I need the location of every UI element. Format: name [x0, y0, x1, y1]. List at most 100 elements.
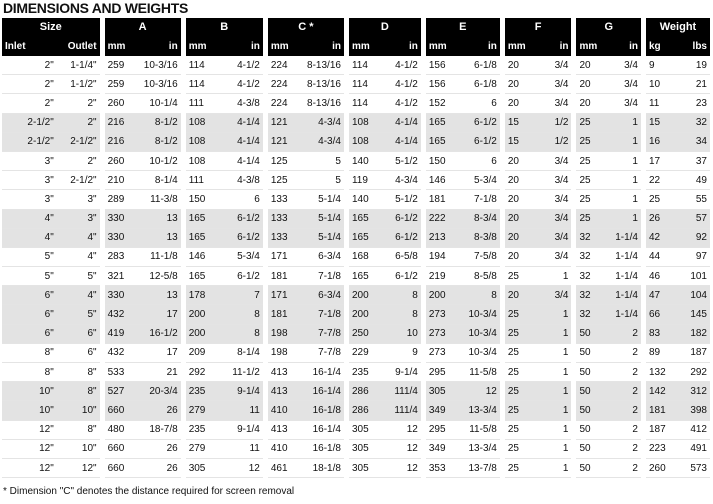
table-cell: 9-1/4: [382, 362, 424, 383]
table-cell: 4-1/2: [214, 74, 266, 95]
table-cell: 181: [262, 266, 301, 287]
table-cell: 2": [2, 93, 57, 114]
table-cell: 165: [180, 266, 215, 287]
table-cell: 1: [601, 113, 644, 133]
table-cell: 6: [214, 189, 266, 210]
table-row: 12" 10" 660 26 279 11 410 16-1/8 305 12 349 13-3/4 2…: [2, 439, 710, 459]
table-cell: 1: [527, 324, 574, 344]
table-cell: 259: [99, 74, 134, 95]
table-cell: 480: [99, 420, 134, 440]
table-cell: 1: [527, 400, 574, 421]
table-cell: 18-1/8: [300, 458, 347, 479]
table-cell: 660: [99, 439, 134, 459]
table-cell: 210: [99, 170, 134, 191]
table-cell: 283: [99, 247, 134, 268]
subheader: in: [133, 36, 184, 56]
table-cell: 26: [640, 209, 671, 229]
table-cell: 216: [99, 113, 134, 133]
table-cell: 7-1/8: [458, 189, 503, 210]
table-cell: 7-5/8: [458, 247, 503, 268]
table-cell: 4-3/8: [214, 93, 266, 114]
table-cell: 200: [180, 324, 215, 344]
table-cell: 349: [420, 400, 459, 421]
table-cell: 16: [640, 132, 671, 152]
table-cell: 13: [133, 228, 184, 248]
table-cell: 10-1/2: [133, 151, 184, 172]
table-cell: 8-13/16: [300, 74, 347, 95]
title: DIMENSIONS AND WEIGHTS: [3, 0, 188, 16]
table-cell: 6-1/8: [458, 56, 503, 76]
table-cell: 4-3/8: [214, 170, 266, 191]
table-cell: 349: [420, 439, 459, 459]
table-cell: 12: [458, 381, 503, 402]
table-cell: 5: [300, 170, 347, 191]
table-cell: 171: [262, 285, 301, 306]
table-cell: 10-3/16: [133, 56, 184, 76]
table-cell: 133: [262, 228, 301, 248]
table-cell: 7-1/8: [300, 266, 347, 287]
table-cell: 20: [499, 56, 528, 76]
table-row: 2" 1-1/4" 259 10-3/16 114 4-1/2 224 8-13/16 114 4…: [2, 56, 710, 76]
table-cell: 200: [343, 285, 383, 306]
table-cell: 4": [2, 228, 57, 248]
table-cell: 11: [214, 439, 266, 459]
table-cell: 6": [2, 304, 57, 325]
table-cell: 32: [670, 113, 710, 133]
table-cell: 1: [527, 420, 574, 440]
table-cell: 3/4: [527, 93, 574, 114]
table-cell: 8-13/16: [300, 56, 347, 76]
table-cell: 7-7/8: [300, 343, 347, 364]
table-cell: 25: [499, 381, 528, 402]
table-cell: 89: [640, 343, 671, 364]
table-cell: 108: [180, 132, 215, 152]
table-cell: 42: [640, 228, 671, 248]
table-cell: 1: [527, 304, 574, 325]
table-cell: 1: [527, 343, 574, 364]
table-cell: 4-1/2: [382, 93, 424, 114]
table-cell: 289: [99, 189, 134, 210]
table-row: 4" 4" 330 13 165 6-1/2 133 5-1/4 165 6-1/2 213 8-3/…: [2, 228, 710, 248]
table-cell: 273: [420, 304, 459, 325]
table-cell: 165: [420, 113, 459, 133]
subheader: in: [300, 36, 347, 56]
table-cell: 11: [214, 400, 266, 421]
table-cell: 10-1/4: [133, 93, 184, 114]
table-cell: 3/4: [527, 189, 574, 210]
table-cell: 26: [133, 458, 184, 479]
table-cell: 32: [571, 228, 602, 248]
table-cell: 3": [2, 189, 57, 210]
table-cell: 25: [499, 420, 528, 440]
table-cell: 412: [670, 420, 710, 440]
table-cell: 8": [2, 343, 57, 364]
table-cell: 5-1/2: [382, 151, 424, 172]
table-cell: 50: [571, 400, 602, 421]
table-row: 2-1/2" 2-1/2" 216 8-1/2 108 4-1/4 121 4-3/4 108 4…: [2, 132, 710, 152]
table-cell: 5-1/2: [382, 189, 424, 210]
table-cell: 305: [180, 458, 215, 479]
table-cell: 305: [343, 420, 383, 440]
table-cell: 1: [601, 151, 644, 172]
table-cell: 6-1/2: [382, 266, 424, 287]
table-cell: 295: [420, 420, 459, 440]
subheader: mm: [499, 36, 528, 56]
table-cell: 20: [571, 56, 602, 76]
table-cell: 527: [99, 381, 134, 402]
table-cell: 10-3/4: [458, 304, 503, 325]
table-cell: 25: [499, 362, 528, 383]
table-cell: 286: [343, 381, 383, 402]
subheader: mm: [571, 36, 602, 56]
table-cell: 12: [382, 439, 424, 459]
table-cell: 219: [420, 266, 459, 287]
table-row: 2" 2" 260 10-1/4 111 4-3/8 224 8-13/16 114 4-1/2 1…: [2, 93, 710, 114]
table-cell: 279: [180, 439, 215, 459]
table-cell: 11-1/8: [133, 247, 184, 268]
table-cell: 6-3/4: [300, 285, 347, 306]
table-cell: 198: [262, 343, 301, 364]
table-cell: 12": [2, 439, 57, 459]
table-cell: 165: [180, 228, 215, 248]
table-cell: 145: [670, 304, 710, 325]
table-cell: 3/4: [527, 74, 574, 95]
table-cell: 1: [527, 458, 574, 479]
table-cell: 11-5/8: [458, 362, 503, 383]
